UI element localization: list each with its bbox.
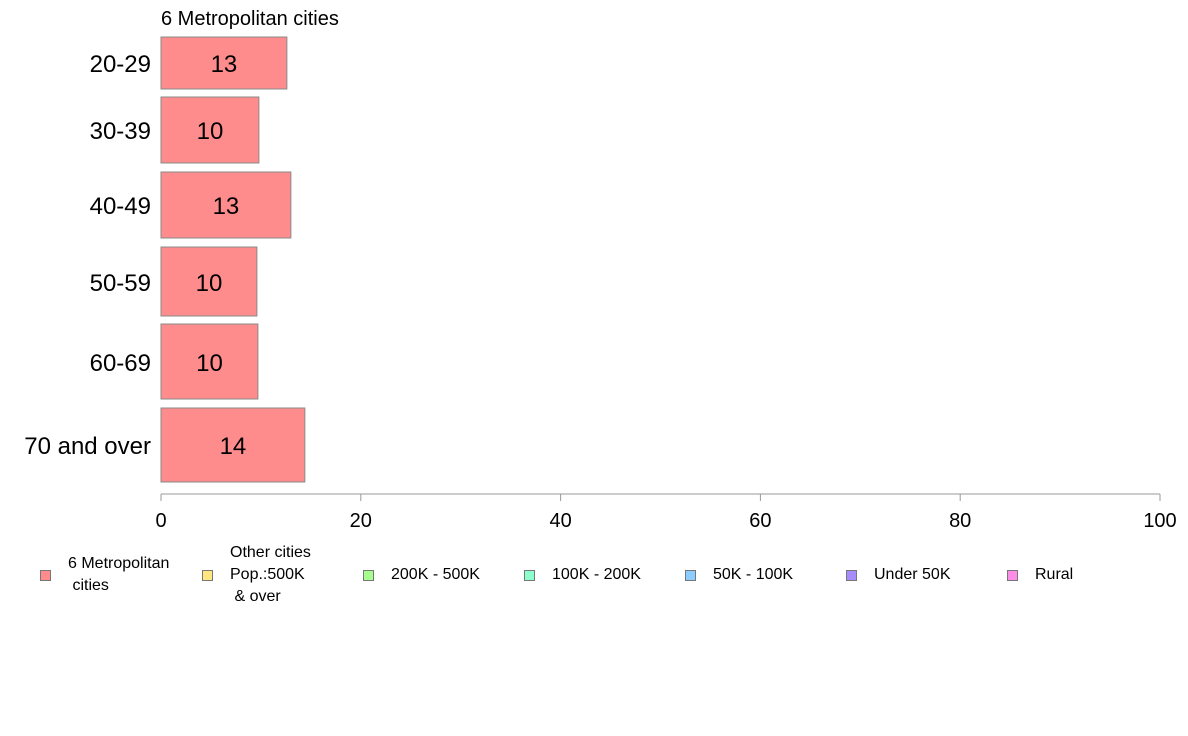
bar-30-39: [160, 96, 260, 164]
x-tick-label: 100: [1143, 510, 1176, 532]
category-label: 40-49: [90, 193, 151, 220]
legend-item-rural: Rural: [1007, 564, 1073, 586]
legend-label: Other cities Pop.:500K & over: [230, 544, 311, 605]
legend-label: Under 50K: [874, 566, 951, 583]
bar-60-69: [160, 323, 259, 400]
legend-item-other-cities: Other cities Pop.:500K & over: [202, 542, 311, 608]
bar-value-label: 13: [211, 51, 238, 78]
x-tick-label: 20: [350, 510, 372, 532]
category-label: 20-29: [90, 51, 151, 78]
legend: 6 Metropolitan cities Other cities Pop.:…: [0, 540, 1188, 620]
bar-value-label: 10: [196, 270, 223, 297]
x-tick-label: 40: [549, 510, 571, 532]
legend-label: 6 Metropolitan cities: [68, 555, 170, 594]
legend-swatch: [685, 569, 696, 581]
legend-swatch: [524, 569, 535, 581]
legend-item-200k-500k: 200K - 500K: [363, 564, 480, 586]
bar-value-label: 10: [196, 350, 223, 377]
legend-label: 50K - 100K: [713, 566, 794, 583]
legend-label: Rural: [1035, 566, 1074, 583]
category-label: 60-69: [90, 350, 151, 377]
category-label: 50-59: [90, 270, 151, 297]
legend-item-6-metropolitan-cities: 6 Metropolitan cities: [40, 553, 169, 597]
legend-label: 100K - 200K: [552, 566, 641, 583]
x-tick-label: 60: [749, 510, 771, 532]
bar-50-59: [160, 246, 258, 317]
legend-item-50k-100k: 50K - 100K: [685, 564, 793, 586]
legend-swatch: [363, 569, 374, 581]
legend-swatch: [1007, 569, 1018, 581]
bar-value-label: 14: [220, 433, 247, 460]
x-tick-label: 0: [155, 510, 166, 532]
x-axis: 0 20 40 60 80 100: [155, 493, 1177, 532]
bar-70-and-over: [160, 407, 306, 483]
chart-title: 6 Metropolitan cities: [161, 8, 339, 30]
bar-value-label: 13: [213, 193, 240, 220]
bar-40-49: [160, 171, 292, 239]
category-label: 70 and over: [24, 433, 151, 460]
legend-item-100k-200k: 100K - 200K: [524, 564, 641, 586]
category-label: 30-39: [90, 118, 151, 145]
legend-swatch: [40, 569, 51, 581]
legend-label: 200K - 500K: [391, 566, 480, 583]
legend-swatch: [846, 569, 857, 581]
x-tick-label: 80: [949, 510, 971, 532]
bar-value-label: 10: [197, 118, 224, 145]
bars-group: 13 20-29 10 30-39 13 40-49 10 50-59 10 60-69 14 70 …: [24, 36, 306, 483]
legend-item-under-50k: Under 50K: [846, 564, 951, 586]
bar-20-29: [160, 36, 288, 90]
bar-chart: 6 Metropolitan cities 13 20-29 10 30-39 13 40…: [24, 8, 1177, 532]
legend-swatch: [202, 569, 213, 581]
